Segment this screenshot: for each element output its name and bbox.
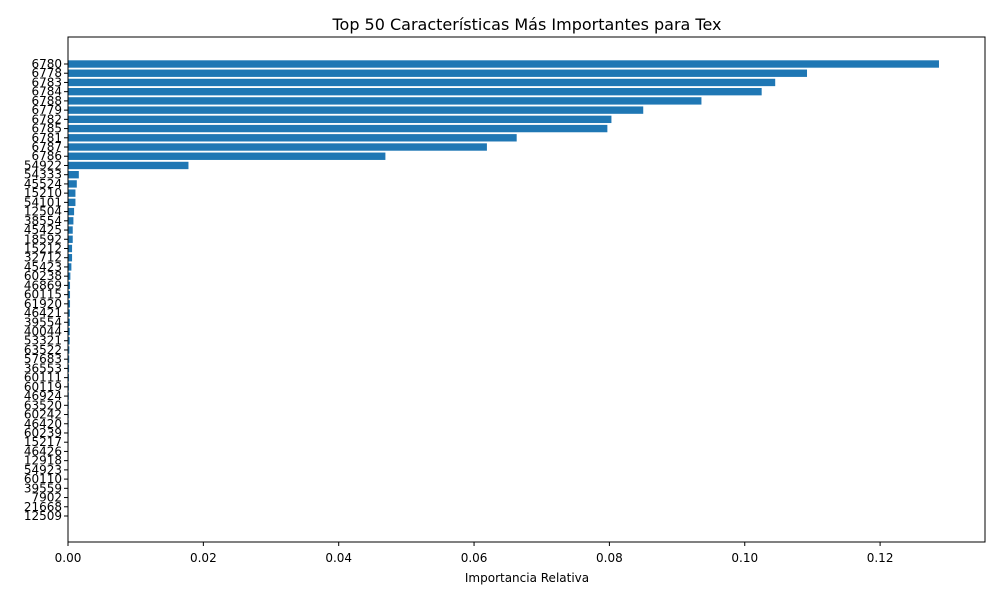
bar-6778 [68, 69, 808, 77]
y-tick-label: 39554 [24, 315, 62, 329]
y-tick-label: 45524 [24, 177, 62, 191]
y-tick-label: 6787 [31, 140, 62, 154]
y-tick-label: 15217 [24, 435, 62, 449]
bar-60238 [68, 272, 71, 280]
y-axis-ticks: 6780677867836784678867796782678567816787… [24, 57, 68, 523]
x-tick-label: 0.10 [731, 551, 758, 565]
y-tick-label: 60119 [24, 380, 62, 394]
y-tick-label: 39559 [24, 481, 62, 495]
y-tick-label: 46924 [24, 389, 62, 403]
y-tick-label: 6781 [31, 131, 62, 145]
bar-38554 [68, 217, 74, 225]
y-tick-label: 60110 [24, 472, 62, 486]
y-tick-label: 46420 [24, 417, 62, 431]
bar-6785 [68, 124, 608, 133]
y-tick-label: 6782 [31, 112, 62, 126]
bar-60115 [68, 290, 71, 299]
y-tick-label: 57683 [24, 352, 62, 366]
y-tick-label: 45423 [24, 260, 62, 274]
bar-45524 [68, 180, 77, 188]
bar-46421 [68, 309, 70, 317]
bar-6783 [68, 78, 776, 87]
y-tick-label: 60239 [24, 426, 62, 440]
bar-15210 [68, 189, 76, 197]
y-tick-label: 38554 [24, 214, 62, 228]
x-axis-label: Importancia Relativa [465, 571, 589, 585]
bar-57683 [68, 355, 70, 363]
y-tick-label: 63520 [24, 398, 62, 412]
y-tick-label: 6783 [31, 75, 62, 89]
bar-40044 [68, 327, 70, 336]
y-tick-label: 45425 [24, 223, 62, 237]
y-tick-label: 40044 [24, 325, 62, 339]
bar-45423 [68, 263, 72, 271]
y-tick-label: 12918 [24, 454, 62, 468]
y-tick-label: 32712 [24, 251, 62, 265]
bar-18592 [68, 235, 73, 243]
bar-36553 [68, 364, 70, 373]
bar-39554 [68, 318, 70, 326]
y-tick-label: 46869 [24, 278, 62, 292]
y-tick-label: 60111 [24, 371, 62, 385]
y-tick-label: 7902 [31, 491, 62, 505]
bar-45425 [68, 226, 73, 234]
y-tick-label: 21668 [24, 500, 62, 514]
plot-frame [67, 36, 986, 543]
bar-32712 [68, 254, 73, 262]
y-tick-label: 46426 [24, 444, 62, 458]
y-tick-label: 54101 [24, 195, 62, 209]
x-tick-label: 0.04 [325, 551, 352, 565]
bar-6780 [68, 60, 939, 68]
y-tick-label: 46421 [24, 306, 62, 320]
y-tick-label: 18592 [24, 232, 62, 246]
y-tick-label: 63522 [24, 343, 62, 357]
bar-12504 [68, 207, 75, 216]
bar-6787 [68, 143, 487, 151]
y-tick-label: 60242 [24, 408, 62, 422]
bar-63522 [68, 346, 70, 354]
y-tick-label: 53321 [24, 334, 62, 348]
x-tick-label: 0.00 [55, 551, 82, 565]
bar-6784 [68, 87, 762, 96]
y-tick-label: 6788 [31, 94, 62, 108]
bar-6786 [68, 152, 386, 160]
y-tick-label: 54922 [24, 158, 62, 172]
x-tick-label: 0.02 [190, 551, 217, 565]
y-tick-label: 6780 [31, 57, 62, 71]
y-tick-label: 60238 [24, 269, 62, 283]
y-tick-label: 54923 [24, 463, 62, 477]
x-tick-label: 0.06 [461, 551, 488, 565]
bar-54333 [68, 171, 79, 179]
y-tick-label: 6786 [31, 149, 62, 163]
chart-title: Top 50 Características Más Importantes p… [331, 15, 721, 34]
y-tick-label: 15210 [24, 186, 62, 200]
bar-6779 [68, 106, 644, 114]
y-tick-label: 6785 [31, 122, 62, 136]
bar-53321 [68, 337, 70, 345]
bar-61920 [68, 300, 71, 308]
y-tick-label: 12509 [24, 509, 62, 523]
bar-46869 [68, 281, 71, 290]
y-tick-label: 6779 [31, 103, 62, 117]
y-tick-label: 54333 [24, 168, 62, 182]
y-tick-label: 15212 [24, 241, 62, 255]
y-tick-label: 61920 [24, 297, 62, 311]
x-tick-label: 0.08 [596, 551, 623, 565]
bar-54101 [68, 198, 76, 207]
bars-group [68, 60, 939, 520]
x-tick-label: 0.12 [867, 551, 894, 565]
y-tick-label: 60115 [24, 288, 62, 302]
x-axis-ticks: 0.00 0.02 0.04 0.06 0.08 0.10 0.12 [55, 542, 894, 565]
y-tick-label: 36553 [24, 361, 62, 375]
bar-6782 [68, 115, 612, 124]
y-tick-label: 6784 [31, 85, 62, 99]
y-tick-label: 6778 [31, 66, 62, 80]
y-tick-label: 12504 [24, 205, 62, 219]
bar-15212 [68, 244, 73, 253]
bar-54922 [68, 161, 189, 170]
bar-6781 [68, 134, 517, 142]
bar-6788 [68, 97, 702, 105]
